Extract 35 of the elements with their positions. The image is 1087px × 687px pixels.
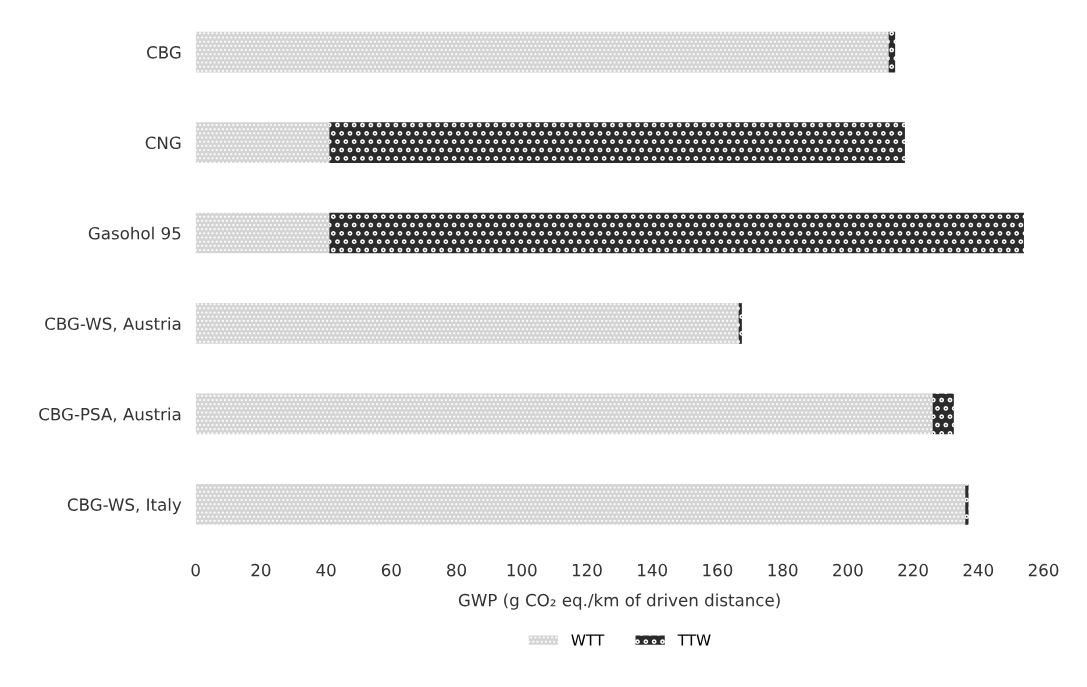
x-tick-label: 0 <box>191 563 200 577</box>
bar <box>888 31 896 73</box>
y-tick-label: CBG-WS, Italy <box>67 498 182 515</box>
x-tick-label: 240 <box>963 563 994 577</box>
bar <box>932 393 954 435</box>
x-tick-label: 120 <box>572 563 602 577</box>
bar <box>738 303 742 344</box>
bar <box>195 122 330 163</box>
x-tick-label: 40 <box>316 563 336 577</box>
bar <box>195 303 739 344</box>
x-axis-title: GWP (g CO₂ eq./km of driven distance) <box>458 593 780 610</box>
bar <box>329 122 905 163</box>
bar <box>329 212 1024 254</box>
x-tick-label: 60 <box>381 563 401 577</box>
y-tick-label: CNG <box>145 136 181 150</box>
bar <box>195 484 966 525</box>
y-tick-label: Gasohol 95 <box>88 226 181 240</box>
bar <box>195 212 330 254</box>
bar <box>195 393 933 435</box>
bar <box>965 484 969 525</box>
x-tick-label: 200 <box>833 563 863 577</box>
y-tick-label: CBG <box>147 46 181 59</box>
x-tick-label: 220 <box>898 563 928 577</box>
x-tick-label: 160 <box>703 563 733 577</box>
legend-label: TTW <box>677 634 711 646</box>
x-tick-label: 20 <box>251 563 271 577</box>
legend-label: WTT <box>571 634 605 646</box>
x-tick-label: 140 <box>638 563 667 577</box>
x-tick-label: 80 <box>447 563 467 577</box>
y-tick-label: CBG-PSA, Austria <box>39 407 181 423</box>
x-tick-label: 100 <box>507 563 537 577</box>
y-tick-label: CBG-WS, Austria <box>45 317 181 332</box>
x-tick-label: 180 <box>768 563 798 577</box>
bar <box>195 31 889 73</box>
x-tick-label: 260 <box>1028 563 1059 577</box>
